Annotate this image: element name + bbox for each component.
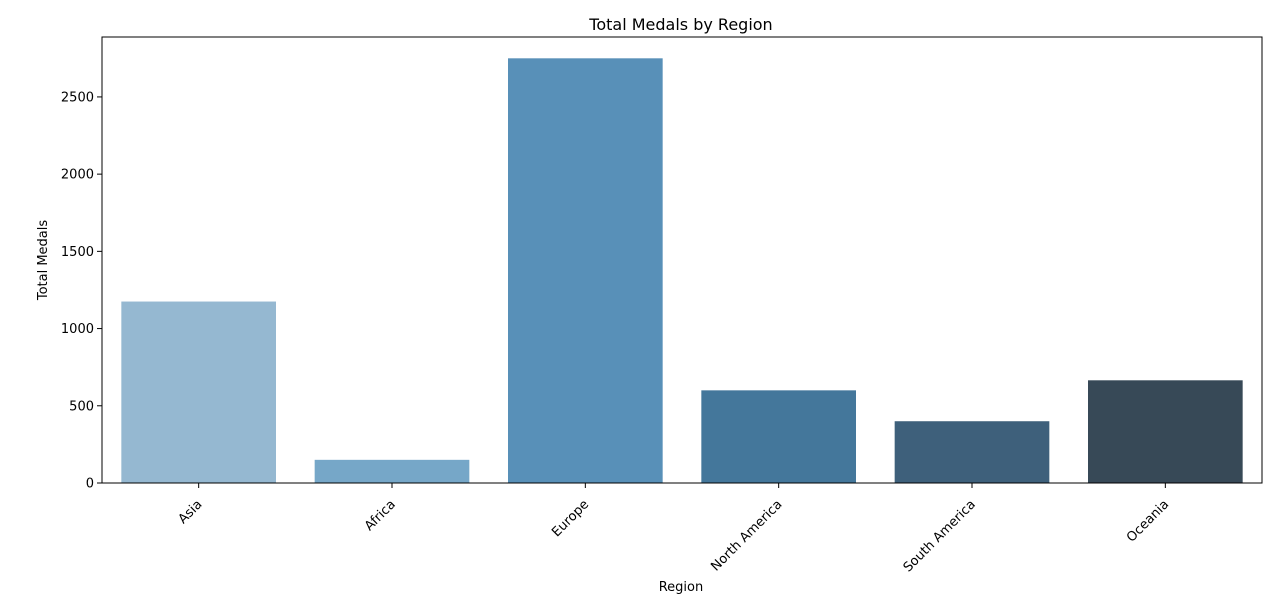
x-axis: Asia Africa Europe North America South Ameri… [176, 483, 1172, 575]
y-tick-label: 0 [86, 477, 94, 492]
y-axis: 0 500 1000 1500 2000 2500 [61, 90, 102, 492]
bar-north-america [701, 390, 856, 483]
chart-title: Total Medals by Region [588, 15, 772, 34]
x-tick-label: Asia [176, 497, 206, 527]
y-tick-label: 2000 [61, 168, 94, 183]
y-tick-label: 2500 [61, 90, 94, 105]
x-tick-label: Africa [362, 497, 399, 534]
plot-frame [101, 36, 1263, 484]
bar-asia [121, 301, 276, 483]
x-tick-label: North America [708, 497, 785, 574]
y-tick-label: 500 [69, 399, 94, 414]
bar-south-america [894, 421, 1050, 483]
bar-africa [314, 459, 470, 483]
bar-europe [508, 58, 663, 483]
y-axis-title: Total Medals [36, 220, 51, 302]
bar-oceania [1088, 380, 1243, 483]
y-tick-label: 1500 [61, 245, 94, 260]
x-tick-label: Europe [549, 497, 592, 540]
x-axis-title: Region [659, 580, 704, 595]
y-tick-label: 1000 [61, 322, 94, 337]
x-tick-label: Oceania [1124, 497, 1172, 545]
bars-group [121, 58, 1243, 483]
x-tick-label: South America [901, 497, 979, 575]
